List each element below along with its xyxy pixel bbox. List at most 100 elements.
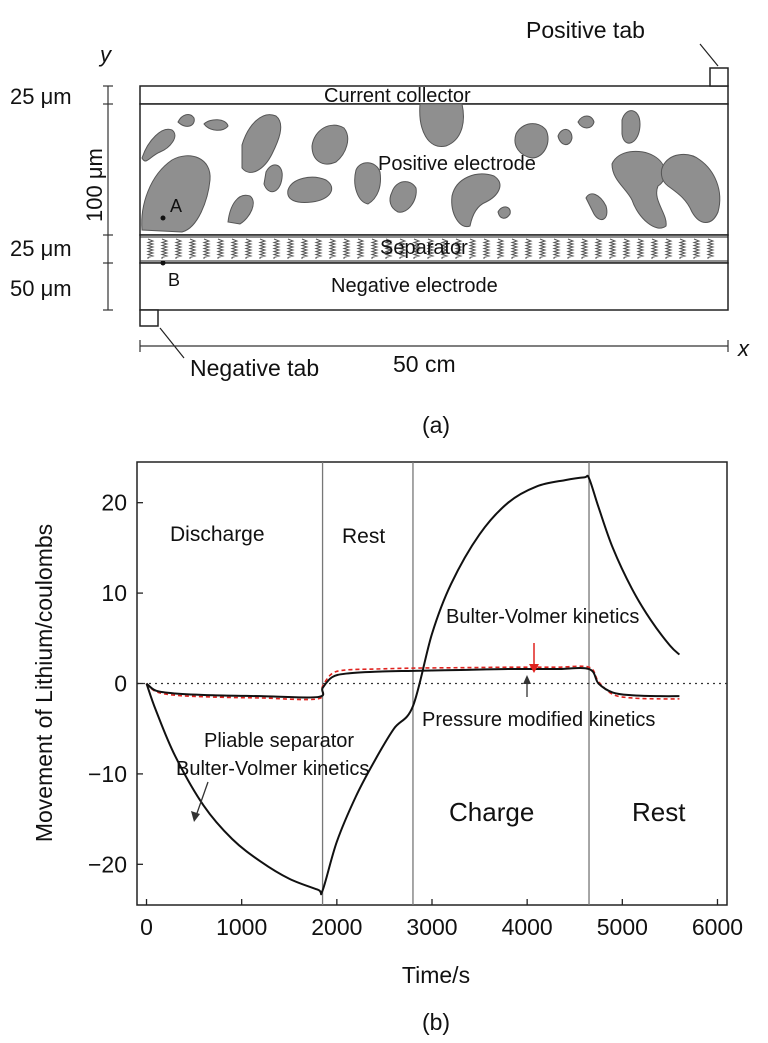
separator-spring (608, 238, 617, 259)
bv-arrow-head (529, 664, 539, 673)
point-b-label: B (168, 270, 180, 290)
separator-spring (454, 238, 463, 259)
particle (611, 150, 667, 229)
particle (497, 206, 511, 219)
separator-spring (272, 238, 281, 259)
separator-spring (496, 238, 505, 259)
annotation-charge: Charge (449, 797, 534, 827)
particle (203, 119, 229, 131)
current-collector-label: Current collector (324, 85, 471, 107)
y-tick-label: 20 (101, 490, 127, 516)
particle (141, 155, 211, 233)
y-axis-label: Movement of Lithium/coulombs (31, 524, 57, 842)
x-tick-label: 0 (140, 914, 153, 940)
series-line-2 (145, 666, 680, 699)
separator-spring (202, 238, 211, 259)
negative-electrode-label: Negative electrode (331, 275, 498, 297)
annotation-pliable-2: Bulter-Volmer kinetics (176, 758, 369, 780)
particle (241, 114, 282, 173)
series-line-1 (145, 665, 680, 701)
positive-electrode-label: Positive electrode (378, 153, 536, 175)
axis-y-letter: y (98, 42, 113, 67)
separator-spring (384, 238, 393, 259)
x-axis-label: Time/s (402, 962, 470, 988)
separator-spring (216, 238, 225, 259)
particle (660, 154, 721, 223)
annotation-bv-kinetics: Bulter-Volmer kinetics (446, 606, 639, 628)
separator-spring (244, 238, 253, 259)
separator-spring (412, 238, 421, 259)
point-b-marker (160, 260, 166, 266)
particle (177, 114, 195, 127)
particle (419, 103, 464, 147)
caption-a: (a) (422, 412, 450, 438)
panel-a: y x Positive tab Negative tab 50 cm Curr… (10, 17, 750, 438)
separator-spring (538, 238, 547, 259)
separator-spring (398, 238, 407, 259)
separator-spring (160, 238, 169, 259)
width-label: 50 cm (393, 351, 456, 377)
separator-spring (468, 238, 477, 259)
point-a-marker (160, 215, 166, 221)
annotation-pliable-1: Pliable separator (204, 730, 354, 752)
particle (263, 164, 283, 193)
particle (451, 173, 501, 228)
y-tick-label: 10 (101, 580, 127, 606)
x-tick-label: 1000 (216, 914, 267, 940)
thickness-negative: 50 μm (10, 276, 72, 301)
separator-spring (440, 238, 449, 259)
positive-tab-shape (709, 67, 729, 87)
x-tick-label: 5000 (597, 914, 648, 940)
negative-electrode-layer (139, 262, 729, 311)
separator-spring (258, 238, 267, 259)
particle (311, 124, 349, 165)
particle (577, 115, 595, 129)
separator-spring (342, 238, 351, 259)
separator-spring (510, 238, 519, 259)
separator-spring (594, 238, 603, 259)
separator-springs (146, 238, 715, 259)
y-dimension-ticks (103, 85, 113, 311)
series-lines (145, 474, 681, 896)
separator-spring (622, 238, 631, 259)
particle (141, 128, 176, 162)
separator-spring (692, 238, 701, 259)
separator-spring (426, 238, 435, 259)
particle (514, 123, 549, 159)
point-a-label: A (170, 196, 182, 216)
separator-spring (188, 238, 197, 259)
separator-spring (174, 238, 183, 259)
particle (585, 193, 608, 221)
y-tick-label: −10 (88, 761, 127, 787)
annotation-discharge: Discharge (170, 523, 265, 546)
particle (287, 176, 333, 203)
phase-boundaries (137, 462, 727, 905)
active-particles (141, 103, 721, 233)
separator-spring (356, 238, 365, 259)
pliable-arrow-head (191, 811, 200, 822)
y-tick-label: −20 (88, 851, 127, 877)
negative-tab-shape (139, 309, 159, 327)
separator-spring (552, 238, 561, 259)
thickness-collector: 25 μm (10, 84, 72, 109)
separator-spring (328, 238, 337, 259)
pliable-arrow-line (195, 781, 209, 817)
separator-spring (370, 238, 379, 259)
particle (557, 129, 573, 145)
panel-b: 0 1000 2000 3000 4000 5000 6000 20 10 0 −10 −20 Dis… (31, 461, 743, 1035)
annotation-pressure-kinetics: Pressure modified kinetics (422, 709, 655, 731)
separator-spring (230, 238, 239, 259)
separator-spring (482, 238, 491, 259)
separator-spring (314, 238, 323, 259)
pressure-arrow-head (523, 675, 531, 684)
particle (389, 181, 417, 213)
separator-spring (300, 238, 309, 259)
separator-spring (580, 238, 589, 259)
x-tick-label: 4000 (502, 914, 553, 940)
separator-layer (139, 234, 729, 264)
negative-tab-label: Negative tab (190, 355, 319, 381)
particle (354, 162, 381, 205)
thickness-separator: 25 μm (10, 236, 72, 261)
separator-spring (650, 238, 659, 259)
